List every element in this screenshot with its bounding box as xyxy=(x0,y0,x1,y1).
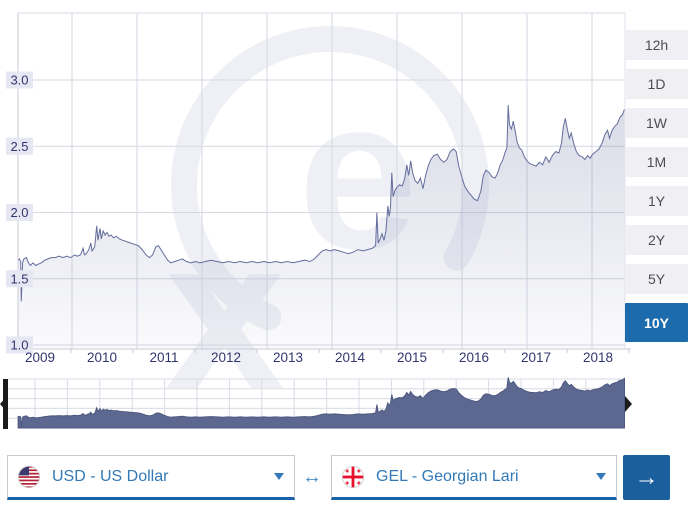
x-axis-year-label: 2016 xyxy=(459,350,489,365)
range-button-2y[interactable]: 2Y xyxy=(625,225,688,255)
chevron-down-icon xyxy=(596,473,606,480)
x-axis-year-label: 2018 xyxy=(583,350,613,365)
navigator-scroll-left-icon[interactable] xyxy=(0,396,7,412)
navigator-series xyxy=(17,377,625,429)
from-currency-label: USD - US Dollar xyxy=(52,467,169,485)
georgia-flag-icon xyxy=(342,465,364,488)
range-button-5y[interactable]: 5Y xyxy=(625,264,688,294)
range-button-1m[interactable]: 1M xyxy=(625,147,688,177)
right-arrow-icon: → xyxy=(634,463,659,491)
y-axis-tick-label: 1.5 xyxy=(10,271,28,286)
x-axis-year-label: 2015 xyxy=(397,350,427,365)
navigator-scroll-right-icon[interactable] xyxy=(625,396,632,412)
x-axis-year-label: 2009 xyxy=(25,350,55,365)
to-currency-select[interactable]: GEL - Georgian Lari xyxy=(331,455,617,500)
x-axis-year-label: 2017 xyxy=(521,350,551,365)
range-button-12h[interactable]: 12h xyxy=(625,30,688,60)
range-button-1y[interactable]: 1Y xyxy=(625,186,688,216)
chevron-down-icon xyxy=(274,473,284,480)
rate-chart[interactable]: xe 1.01.52.02.53.0 200920102011201220132… xyxy=(0,0,688,440)
y-axis-tick-label: 1.0 xyxy=(10,338,28,353)
area-fill xyxy=(18,105,625,349)
x-axis-year-label: 2012 xyxy=(211,350,241,365)
swap-currencies-icon[interactable]: ↔ xyxy=(302,466,322,488)
from-currency-select[interactable]: USD - US Dollar xyxy=(7,455,295,500)
view-rates-button[interactable]: → xyxy=(623,455,670,500)
y-axis-tick-label: 3.0 xyxy=(10,73,28,88)
x-axis-year-label: 2013 xyxy=(273,350,303,365)
y-axis-labels: 1.0 1.5 2.0 2.5 3.0 xyxy=(6,71,33,354)
range-button-1d[interactable]: 1D xyxy=(625,69,688,99)
to-currency-label: GEL - Georgian Lari xyxy=(376,467,519,485)
range-button-10y[interactable]: 10Y xyxy=(625,303,688,342)
x-axis-year-label: 2011 xyxy=(149,350,178,365)
y-axis-tick-label: 2.0 xyxy=(10,205,28,220)
us-flag-icon xyxy=(18,465,40,488)
currency-converter-bar: USD - US Dollar ↔ xyxy=(0,455,688,505)
x-axis-year-label: 2014 xyxy=(335,350,366,365)
range-button-1w[interactable]: 1W xyxy=(625,108,688,138)
y-axis-tick-label: 2.5 xyxy=(10,139,28,154)
navigator-minimap[interactable] xyxy=(0,377,632,429)
x-axis-labels: 2009 2010 2011 2012 2013 2014 2015 2016 2017 2018 xyxy=(25,350,613,365)
x-axis-year-label: 2010 xyxy=(87,350,117,365)
chart-series xyxy=(17,105,625,349)
rate-line xyxy=(17,105,625,302)
